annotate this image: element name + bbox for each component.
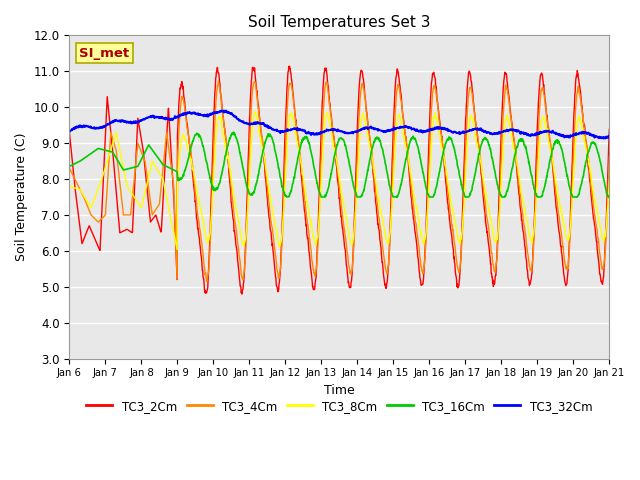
TC3_8Cm xyxy=(374,190,381,196)
TC3_32Cm xyxy=(316,132,324,137)
TC3_32Cm xyxy=(218,108,225,113)
Y-axis label: Soil Temperature (C): Soil Temperature (C) xyxy=(15,132,28,261)
TC3_32Cm xyxy=(129,120,137,126)
TC3_2Cm xyxy=(129,214,137,219)
TC3_2Cm xyxy=(285,63,293,69)
TC3_8Cm xyxy=(173,247,181,252)
TC3_2Cm xyxy=(108,133,115,139)
TC3_16Cm xyxy=(307,146,314,152)
Line: TC3_32Cm: TC3_32Cm xyxy=(69,110,609,139)
TC3_8Cm xyxy=(296,150,303,156)
Legend: TC3_2Cm, TC3_4Cm, TC3_8Cm, TC3_16Cm, TC3_32Cm: TC3_2Cm, TC3_4Cm, TC3_8Cm, TC3_16Cm, TC3… xyxy=(82,395,597,417)
TC3_32Cm xyxy=(306,130,314,136)
TC3_32Cm xyxy=(295,126,303,132)
TC3_16Cm xyxy=(129,165,137,170)
TC3_4Cm xyxy=(203,278,211,284)
TC3_32Cm xyxy=(600,136,607,142)
TC3_4Cm xyxy=(214,78,222,84)
TC3_8Cm xyxy=(316,198,324,204)
TC3_16Cm xyxy=(296,149,303,155)
TC3_16Cm xyxy=(316,191,324,197)
Line: TC3_16Cm: TC3_16Cm xyxy=(69,132,609,197)
TC3_4Cm xyxy=(65,165,73,171)
TC3_4Cm xyxy=(307,241,314,247)
TC3_2Cm xyxy=(605,126,613,132)
TC3_2Cm xyxy=(296,148,303,154)
TC3_2Cm xyxy=(65,130,73,135)
TC3_8Cm xyxy=(307,216,314,222)
TC3_16Cm xyxy=(283,194,291,200)
TC3_8Cm xyxy=(129,192,137,198)
Text: SI_met: SI_met xyxy=(79,47,129,60)
TC3_16Cm xyxy=(605,194,613,200)
TC3_4Cm xyxy=(108,131,115,136)
TC3_8Cm xyxy=(108,145,115,151)
TC3_2Cm xyxy=(307,264,314,269)
TC3_2Cm xyxy=(316,161,324,167)
Line: TC3_8Cm: TC3_8Cm xyxy=(69,112,609,250)
TC3_2Cm xyxy=(374,216,381,221)
TC3_4Cm xyxy=(296,144,303,150)
Line: TC3_2Cm: TC3_2Cm xyxy=(69,66,609,294)
X-axis label: Time: Time xyxy=(324,384,355,397)
Line: TC3_4Cm: TC3_4Cm xyxy=(69,81,609,281)
TC3_16Cm xyxy=(230,129,237,135)
TC3_32Cm xyxy=(373,126,381,132)
TC3_2Cm xyxy=(238,291,246,297)
TC3_8Cm xyxy=(605,177,613,183)
Title: Soil Temperatures Set 3: Soil Temperatures Set 3 xyxy=(248,15,431,30)
TC3_4Cm xyxy=(605,154,613,159)
TC3_4Cm xyxy=(316,186,324,192)
TC3_32Cm xyxy=(108,120,115,126)
TC3_32Cm xyxy=(65,129,73,134)
TC3_8Cm xyxy=(65,183,73,189)
TC3_4Cm xyxy=(374,202,381,208)
TC3_32Cm xyxy=(605,134,613,140)
TC3_4Cm xyxy=(129,186,137,192)
TC3_16Cm xyxy=(108,149,115,155)
TC3_16Cm xyxy=(374,135,381,141)
TC3_16Cm xyxy=(65,164,73,169)
TC3_8Cm xyxy=(251,109,259,115)
